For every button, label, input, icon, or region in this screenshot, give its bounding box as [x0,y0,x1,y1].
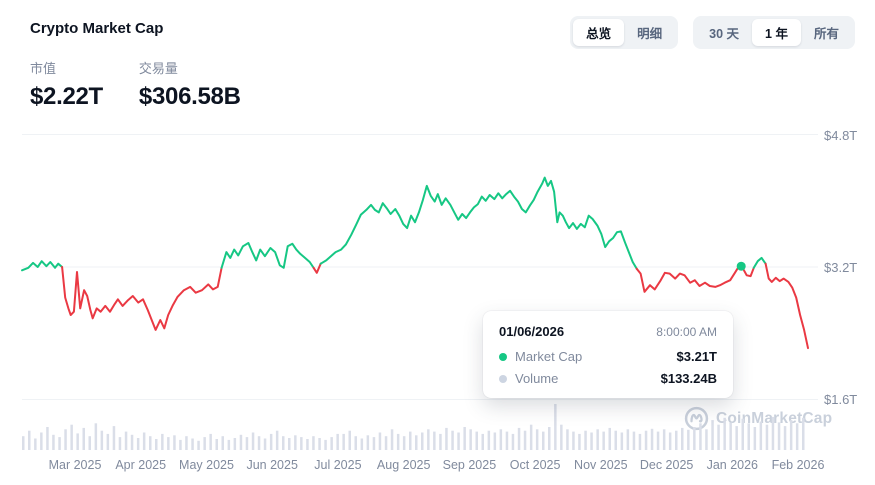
tooltip-time: 8:00:00 AM [656,325,717,339]
tooltip-volume-value: $133.24B [660,371,717,386]
market-cap-dot-icon [499,352,507,361]
tooltip-date: 01/06/2026 [499,324,565,339]
x-axis-tick: Apr 2025 [115,458,167,472]
volume-dot-icon [499,374,507,383]
x-axis-tick: Jan 2026 [706,458,759,472]
range-toggle-1y[interactable]: 1 年 [752,19,801,46]
volume-stat: 交易量 $306.58B [139,58,241,111]
x-axis-tick: Feb 2026 [771,458,825,472]
tooltip-volume-row: Volume $133.24B [499,371,717,386]
x-axis-tick: Dec 2025 [639,458,694,472]
tooltip-market-cap-label: Market Cap [515,349,583,364]
y-axis-tick: $4.8T [824,127,858,143]
page-title: Crypto Market Cap [30,20,164,37]
market-cap-stat: 市值 $2.22T [30,58,103,111]
hover-point-marker [736,261,746,271]
range-toggle-group: 30 天 1 年 所有 [693,16,855,49]
tooltip-market-cap-value: $3.21T [676,349,717,364]
x-axis-tick: Jul 2025 [314,458,362,472]
x-axis-tick: Mar 2025 [48,458,102,472]
x-axis-tick: May 2025 [179,458,234,472]
x-axis-tick: Sep 2025 [442,458,497,472]
view-toggle-overview[interactable]: 总览 [573,19,625,46]
x-axis-tick: Jun 2025 [246,458,298,472]
volume-stat-value: $306.58B [138,83,241,110]
view-toggle-group: 总览 明细 [570,16,679,49]
market-cap-stat-value: $2.22T [30,83,103,110]
x-axis-tick: Nov 2025 [574,458,628,472]
tooltip-market-cap-row: Market Cap $3.21T [499,349,717,364]
tooltip-volume-label: Volume [515,371,559,386]
range-toggle-all[interactable]: 所有 [801,19,852,46]
watermark-text: CoinMarketCap [716,409,833,427]
chart-tooltip: 01/06/2026 8:00:00 AM Market Cap $3.21T … [483,311,733,398]
chart-toolbar: 总览 明细 30 天 1 年 所有 [570,16,855,49]
x-axis-labels: Mar 2025 Apr 2025 May 2025 Jun 2025 Jul 2025… [0,458,875,478]
y-axis-tick: $3.2T [824,260,858,275]
tooltip-header: 01/06/2026 8:00:00 AM [499,324,717,339]
coinmarketcap-logo-icon [684,406,709,431]
y-axis-tick: $1.6T [824,392,858,408]
x-axis-tick: Aug 2025 [376,458,431,472]
x-axis-tick: Oct 2025 [509,458,561,472]
volume-stat-label: 交易量 [138,61,178,76]
stats-row: 市值 $2.22T 交易量 $306.58B [30,58,241,111]
watermark: CoinMarketCap [684,406,832,431]
range-toggle-30d[interactable]: 30 天 [696,19,752,46]
market-cap-stat-label: 市值 [30,61,57,76]
view-toggle-detail[interactable]: 明细 [624,19,675,46]
chart-area[interactable]: CoinMarketCap $4.8T $3.2T $1.6T Mar 2025 Ap… [0,110,875,485]
